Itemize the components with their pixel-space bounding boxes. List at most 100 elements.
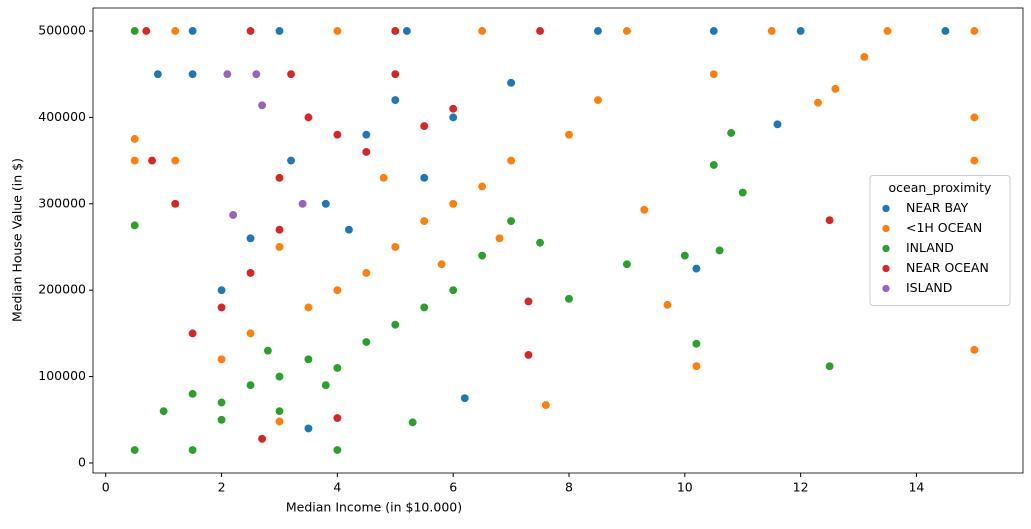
- point: [274, 242, 285, 252]
- point: [187, 69, 198, 79]
- y-axis-label: Median House Value (in $): [10, 158, 25, 322]
- point: [257, 434, 267, 444]
- point: [187, 328, 198, 339]
- point: [245, 26, 256, 36]
- legend-marker: [881, 244, 891, 253]
- x-tick-label: 2: [218, 480, 226, 495]
- y-tick-label: 500000: [38, 22, 86, 37]
- point: [494, 233, 505, 243]
- point: [187, 26, 198, 36]
- point: [274, 225, 285, 235]
- x-tick-label: 12: [793, 480, 809, 495]
- point: [419, 216, 429, 226]
- legend-label: <1H OCEAN: [906, 220, 982, 235]
- legend-marker: [881, 204, 891, 213]
- point: [216, 302, 227, 313]
- x-tick-label: 14: [908, 480, 924, 495]
- y-tick-label: 100000: [38, 368, 86, 383]
- point: [130, 26, 140, 36]
- point: [170, 199, 180, 209]
- point: [251, 69, 261, 79]
- point: [969, 112, 980, 123]
- point: [216, 415, 227, 425]
- legend-marker: [881, 264, 891, 273]
- point: [639, 205, 649, 215]
- point: [564, 294, 574, 304]
- point: [303, 302, 314, 313]
- legend-label: NEAR BAY: [906, 200, 969, 215]
- point: [332, 445, 343, 455]
- y-tick-label: 0: [78, 454, 86, 469]
- point: [147, 155, 157, 166]
- point: [969, 345, 980, 355]
- point: [535, 26, 545, 36]
- point: [245, 380, 256, 390]
- point: [170, 26, 180, 36]
- point: [506, 216, 516, 226]
- point: [709, 26, 719, 36]
- point: [321, 199, 331, 209]
- point: [408, 417, 418, 428]
- x-tick-label: 4: [333, 480, 341, 495]
- x-tick-label: 10: [677, 480, 693, 495]
- x-tick-label: 8: [565, 480, 573, 495]
- point: [419, 173, 429, 183]
- point: [303, 112, 314, 123]
- y-tick-label: 400000: [38, 109, 86, 124]
- point: [390, 95, 400, 105]
- point: [303, 423, 314, 434]
- point: [448, 285, 458, 295]
- point: [187, 389, 198, 399]
- point: [691, 263, 702, 274]
- point: [158, 406, 169, 416]
- point: [153, 69, 163, 79]
- point: [767, 26, 777, 36]
- point: [523, 350, 534, 360]
- point: [332, 26, 343, 36]
- point: [332, 285, 343, 295]
- point: [222, 69, 232, 79]
- legend-marker: [881, 284, 891, 293]
- point: [274, 26, 285, 36]
- point: [460, 393, 470, 403]
- point: [419, 302, 429, 313]
- point: [361, 147, 371, 157]
- point: [448, 112, 458, 123]
- legend-label: INLAND: [906, 240, 954, 255]
- point: [379, 173, 389, 183]
- point: [506, 155, 516, 166]
- point: [245, 233, 256, 243]
- point: [714, 245, 725, 256]
- point: [419, 121, 429, 131]
- point: [361, 268, 371, 278]
- point: [824, 215, 835, 225]
- point: [691, 339, 702, 349]
- point: [477, 26, 487, 36]
- legend-label: NEAR OCEAN: [906, 260, 989, 275]
- point: [390, 69, 400, 79]
- point: [390, 26, 400, 36]
- legend-box: [869, 175, 1011, 306]
- points: [130, 26, 980, 455]
- point: [286, 69, 296, 79]
- point: [274, 416, 285, 427]
- point: [680, 250, 690, 261]
- point: [593, 95, 603, 105]
- point: [332, 363, 343, 373]
- point: [303, 354, 314, 364]
- point: [245, 268, 256, 278]
- point: [709, 69, 719, 79]
- point: [390, 320, 400, 330]
- point: [859, 52, 869, 62]
- point: [969, 26, 980, 36]
- point: [274, 173, 285, 183]
- y-tick-label: 200000: [38, 282, 86, 297]
- point: [795, 26, 806, 36]
- x-axis-label: Median Income (in $10.000): [286, 500, 462, 515]
- point: [245, 328, 256, 339]
- point: [622, 26, 632, 36]
- point: [286, 155, 296, 166]
- y-tick-label: 300000: [38, 195, 86, 210]
